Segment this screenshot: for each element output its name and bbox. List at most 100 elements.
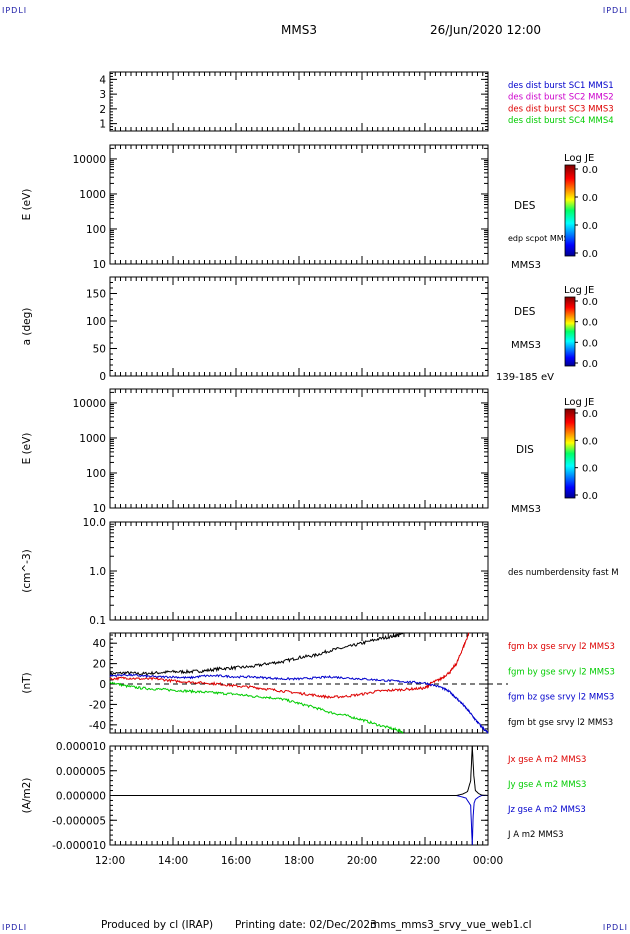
y-tick-label: -40 <box>89 720 106 732</box>
series-line <box>109 632 470 700</box>
footer-printing-date: Printing date: 02/Dec/2023 <box>235 919 377 931</box>
colorbar-label: 0.0 <box>582 491 598 502</box>
side-label: DES <box>514 200 536 212</box>
colorbar-label: 0.0 <box>582 409 598 420</box>
legend-entry: des dist burst SC4 MMS4 <box>508 116 614 126</box>
y-tick-label: 1 <box>99 119 106 131</box>
y-tick-label: 0 <box>99 679 106 691</box>
page-datetime: 26/Jun/2020 12:00 <box>430 23 542 37</box>
x-tick-label: 14:00 <box>158 855 188 867</box>
legend-entry: fgm by gse srvy l2 MMS3 <box>508 667 615 677</box>
panel-frame <box>109 71 489 132</box>
y-axis-label: a (deg) <box>21 308 33 346</box>
legend-entry: J A m2 MMS3 <box>507 830 564 840</box>
panel-sc: 1 2 3 4 des dist burst SC1 MMS1 des dist burs… <box>99 71 614 132</box>
legend-entry: des dist burst SC1 MMS1 <box>508 81 614 91</box>
legend-entry: des numberdensity fast M <box>508 568 619 578</box>
colorbar-label: 0.0 <box>582 193 598 204</box>
colorbar-label: 0.0 <box>582 338 598 349</box>
footer-produced-by: Produced by cl (IRAP) <box>101 919 214 931</box>
side-label: DIS <box>516 444 534 456</box>
y-tick-label: 10000 <box>73 154 106 166</box>
y-tick-label: 4 <box>99 74 106 86</box>
y-tick-label: 150 <box>86 289 106 301</box>
y-tick-label: 0.1 <box>89 615 106 627</box>
y-tick-label: 100 <box>86 468 106 480</box>
legend-entry: Jx gse A m2 MMS3 <box>507 755 586 765</box>
y-tick-label: 10 <box>93 503 106 515</box>
x-tick-label: 12:00 <box>95 855 125 867</box>
y-tick-label: 2 <box>99 104 106 116</box>
side-label: 139-185 eV <box>496 372 554 383</box>
footer-filename: mms_mms3_srvy_vue_web1.cl <box>370 919 532 931</box>
x-tick-label: 20:00 <box>347 855 377 867</box>
colorbar-label: 0.0 <box>582 297 598 308</box>
legend-entry: des dist burst SC3 MMS3 <box>508 104 614 114</box>
y-tick-label: 0.000010 <box>56 741 106 753</box>
y-tick-label: 1000 <box>79 433 106 445</box>
panel-frame <box>109 144 489 265</box>
colorbar-label: 0.0 <box>582 165 598 176</box>
colorbar-title: Log JE <box>564 285 594 296</box>
series-line <box>110 745 489 796</box>
y-axis-label: (A/m2) <box>21 778 33 814</box>
colorbar <box>564 164 576 257</box>
y-axis-label: (cm^-3) <box>21 549 33 592</box>
panel-frame <box>109 632 489 734</box>
colorbar <box>564 408 576 499</box>
colorbar-label: 0.0 <box>582 464 598 475</box>
y-tick-label: 3 <box>99 89 106 101</box>
y-axis-label: (nT) <box>21 672 33 693</box>
panel-density: 0.1 1.0 10.0 (cm^-3) des numberdensity fast … <box>21 517 619 627</box>
y-tick-label: 0.000000 <box>56 791 106 803</box>
corner-text-bottom-left: IPDLI <box>2 923 28 932</box>
corner-text-top-left: IPDLI <box>2 6 28 15</box>
y-tick-label: 0.000005 <box>56 766 106 778</box>
colorbar-label: 0.0 <box>582 318 598 329</box>
y-tick-label: -0.000010 <box>52 840 106 852</box>
y-tick-label: 20 <box>93 659 106 671</box>
series-line <box>109 673 489 734</box>
legend-entry: des dist burst SC2 MMS2 <box>508 93 614 103</box>
colorbar-label: 0.0 <box>582 249 598 260</box>
y-tick-label: -20 <box>89 699 106 711</box>
y-tick-label: 0 <box>99 371 106 383</box>
y-tick-label: 1.0 <box>89 566 106 578</box>
legend-entry: fgm bx gse srvy l2 MMS3 <box>508 642 615 652</box>
y-tick-label: 40 <box>93 638 106 650</box>
colorbar-label: 0.0 <box>582 359 598 370</box>
legend-entry: Jz gse A m2 MMS3 <box>507 805 586 815</box>
side-label: MMS3 <box>511 340 541 351</box>
panel-current: -0.000010 -0.000005 0.000000 0.000005 0.0000… <box>21 741 586 852</box>
side-label: DES <box>514 306 536 318</box>
x-tick-label: 00:00 <box>473 855 503 867</box>
side-label: edp scpot MMS3 <box>508 234 574 243</box>
legend-entry: fgm bz gse srvy l2 MMS3 <box>508 693 614 703</box>
y-tick-label: -0.000005 <box>52 815 106 827</box>
side-label: MMS3 <box>511 260 541 271</box>
x-tick-label: 18:00 <box>284 855 314 867</box>
panel-fgm: -40 -20 0 20 40 (nT) fgm bx gse srvy l2 MMS3 fg… <box>21 632 615 735</box>
series-line <box>110 795 488 846</box>
series-line <box>109 632 404 676</box>
corner-text-top-right: IPDLI <box>602 6 628 15</box>
side-label: MMS3 <box>511 504 541 515</box>
colorbar-title: Log JE <box>564 153 594 164</box>
legend-entry: fgm bt gse srvy l2 MMS3 <box>508 718 613 728</box>
y-tick-label: 100 <box>86 224 106 236</box>
corner-text-bottom-right: IPDLI <box>602 923 628 932</box>
panel-frame <box>109 276 489 377</box>
panel-frame <box>109 521 489 621</box>
y-tick-label: 50 <box>93 344 106 356</box>
colorbar-label: 0.0 <box>582 221 598 232</box>
legend-entry: Jy gse A m2 MMS3 <box>507 780 586 790</box>
page-title: MMS3 <box>281 23 317 37</box>
colorbar-title: Log JE <box>564 397 594 408</box>
y-axis-label: E (eV) <box>21 433 33 465</box>
x-tick-label: 16:00 <box>221 855 251 867</box>
panel-frame <box>109 388 489 509</box>
colorbar <box>564 296 576 367</box>
